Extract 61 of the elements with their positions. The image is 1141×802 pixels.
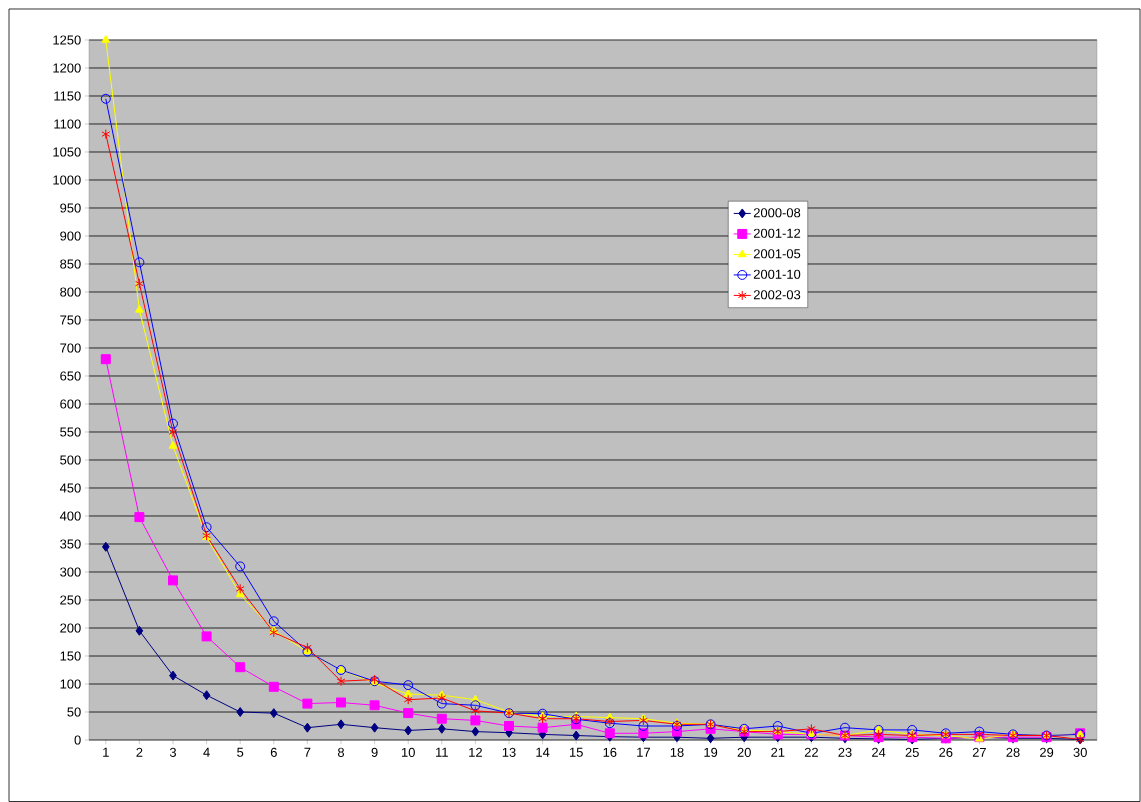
y-tick-label: 50 xyxy=(67,707,81,717)
y-tick-label: 600 xyxy=(60,399,81,409)
y-tick-label: 1050 xyxy=(53,147,81,157)
y-tick-label: 250 xyxy=(60,595,81,605)
x-tick-label: 6 xyxy=(270,747,277,757)
y-tick-label: 550 xyxy=(60,427,81,437)
x-tick-label: 28 xyxy=(1006,747,1020,757)
x-tick-label: 22 xyxy=(804,747,818,757)
x-tick-label: 1 xyxy=(103,747,109,757)
x-tick-label: 12 xyxy=(469,747,482,757)
x-tick-label: 3 xyxy=(169,747,177,757)
y-tick-label: 500 xyxy=(60,455,81,465)
legend-label: 2002-03 xyxy=(753,290,801,300)
x-tick-label: 27 xyxy=(972,747,986,757)
x-tick-label: 20 xyxy=(737,747,751,757)
x-tick-label: 5 xyxy=(237,747,244,757)
x-tick-label: 13 xyxy=(502,747,516,757)
y-tick-label: 200 xyxy=(60,623,81,633)
x-tick-label: 15 xyxy=(569,747,583,757)
x-tick-label: 7 xyxy=(304,747,311,757)
y-tick-label: 450 xyxy=(59,483,81,493)
y-tick-label: 1250 xyxy=(53,35,81,45)
y-tick-label: 800 xyxy=(60,287,81,297)
x-tick-label: 11 xyxy=(436,747,448,757)
y-tick-label: 150 xyxy=(60,651,81,661)
y-tick-label: 1000 xyxy=(53,175,81,185)
legend-label: 2001-05 xyxy=(753,249,801,259)
y-tick-label: 900 xyxy=(60,231,81,241)
y-tick-label: 650 xyxy=(60,371,81,381)
y-tick-label: 1100 xyxy=(54,119,81,129)
y-tick-label: 1150 xyxy=(54,91,81,101)
x-tick-label: 2 xyxy=(136,747,143,757)
y-tick-label: 100 xyxy=(60,679,81,689)
x-tick-label: 17 xyxy=(637,747,650,757)
x-tick-label: 26 xyxy=(939,747,953,757)
x-tick-label: 30 xyxy=(1073,747,1087,757)
x-tick-label: 19 xyxy=(704,747,718,757)
x-tick-label: 18 xyxy=(670,747,684,757)
y-tick-label: 0 xyxy=(74,735,81,745)
legend-label: 2001-10 xyxy=(753,269,801,279)
y-tick-label: 1200 xyxy=(53,63,81,73)
x-tick-label: 14 xyxy=(536,747,550,757)
x-tick-label: 24 xyxy=(872,747,886,757)
y-tick-label: 950 xyxy=(60,203,81,213)
y-tick-label: 400 xyxy=(59,511,81,521)
x-tick-label: 16 xyxy=(603,747,617,757)
x-tick-label: 23 xyxy=(838,747,852,757)
legend-label: 2000-08 xyxy=(753,208,801,218)
x-tick-label: 4 xyxy=(203,747,210,757)
y-tick-label: 350 xyxy=(60,539,81,549)
y-tick-label: 300 xyxy=(60,567,81,577)
y-tick-label: 700 xyxy=(60,343,81,353)
x-tick-label: 8 xyxy=(337,747,345,757)
y-tick-label: 750 xyxy=(60,315,81,325)
x-tick-label: 25 xyxy=(905,747,919,757)
x-tick-label: 9 xyxy=(371,747,378,757)
legend-label: 2001-12 xyxy=(753,228,801,238)
x-tick-label: 10 xyxy=(401,747,415,757)
x-tick-label: 29 xyxy=(1040,747,1054,757)
x-tick-label: 21 xyxy=(771,747,785,757)
y-tick-label: 850 xyxy=(60,259,81,269)
